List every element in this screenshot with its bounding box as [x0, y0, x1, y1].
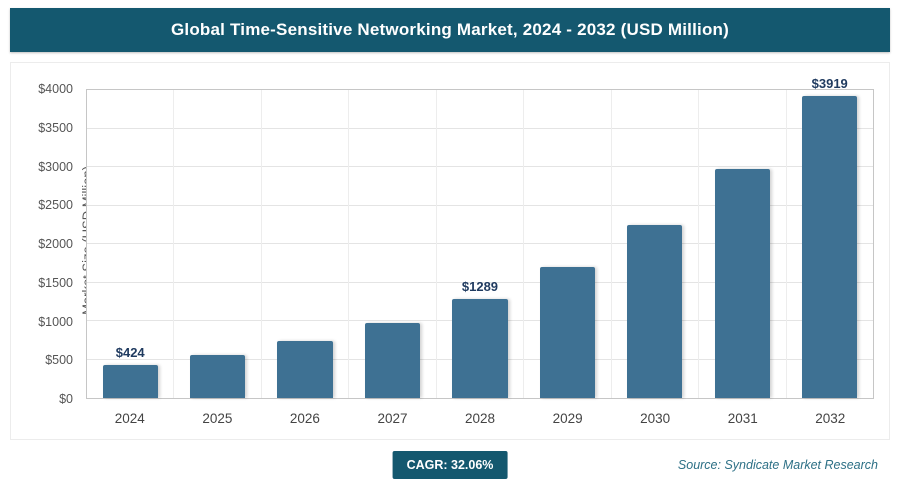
- gridline: [87, 243, 873, 244]
- bar-column-2031: [698, 90, 785, 398]
- bar-value-label-2032: $3919: [811, 76, 848, 92]
- bar-value-label-2028: $1289: [461, 278, 499, 294]
- x-tick-label-2032: 2032: [815, 411, 846, 426]
- bar-2028: $1289: [452, 279, 508, 398]
- x-tick-label-2024: 2024: [114, 411, 145, 426]
- bar-2029: [539, 266, 596, 398]
- x-tick-label-2026: 2026: [289, 411, 320, 426]
- y-tick-label: $500: [45, 353, 73, 368]
- bar-2026: [277, 341, 333, 398]
- gridline: [87, 166, 873, 167]
- cagr-badge: CAGR: 32.06%: [392, 451, 508, 479]
- bar-column-2032: $3919: [785, 76, 873, 398]
- bar-columns: $424 $1289 $3919: [87, 76, 873, 398]
- gridline: [87, 281, 873, 283]
- bar-value-label-2024: $424: [115, 345, 145, 361]
- x-tick-label-2029: 2029: [552, 411, 583, 426]
- bar-column-2026: [260, 90, 348, 398]
- x-tick-label-2031: 2031: [727, 411, 758, 426]
- y-tick-label: $3000: [38, 159, 73, 174]
- bar-column-2028: $1289: [435, 90, 523, 398]
- bar-column-2025: [173, 90, 260, 398]
- bar-2027: [364, 322, 421, 398]
- bar-column-2027: [348, 90, 435, 398]
- gridline: [87, 204, 873, 206]
- chart-title: Global Time-Sensitive Networking Market,…: [171, 20, 729, 39]
- bar-2032: $3919: [802, 76, 858, 398]
- bar-2025: [189, 354, 246, 398]
- source-note: Source: Syndicate Market Research: [677, 458, 878, 472]
- bar-2031: [714, 169, 770, 398]
- chart-title-bar: Global Time-Sensitive Networking Market,…: [10, 8, 890, 52]
- bar-column-2029: [523, 90, 610, 398]
- y-tick-label: $0: [59, 392, 73, 406]
- chart-region: Market Size (USD Million) $0$500$1000$15…: [10, 62, 890, 440]
- y-tick-label: $1500: [38, 275, 73, 290]
- bar-column-2024: $424: [87, 90, 173, 398]
- y-tick-label: $1000: [38, 314, 73, 329]
- x-tick-label-2027: 2027: [377, 411, 408, 426]
- x-axis-labels: 2024 2025 2026 2027 2028 2029 2030 2031 2032: [86, 411, 874, 426]
- y-tick-label: $2500: [38, 198, 73, 213]
- bar-2030: [627, 224, 683, 398]
- plot-area: $424 $1289 $3919: [86, 76, 874, 399]
- y-tick-label: $2000: [38, 237, 73, 251]
- bar-2024: $424: [102, 345, 158, 398]
- x-tick-label-2030: 2030: [640, 411, 671, 426]
- y-tick-label: $3500: [38, 120, 73, 135]
- y-axis-ticks: $0 $500 $1000 $1500 $2000 $2500 $3000 $3500 $400…: [11, 82, 81, 406]
- gridline: [87, 127, 873, 129]
- bar-column-2030: [610, 90, 698, 398]
- x-tick-label-2028: 2028: [465, 411, 496, 426]
- x-tick-label-2025: 2025: [202, 411, 233, 426]
- y-tick-label: $4000: [38, 82, 73, 96]
